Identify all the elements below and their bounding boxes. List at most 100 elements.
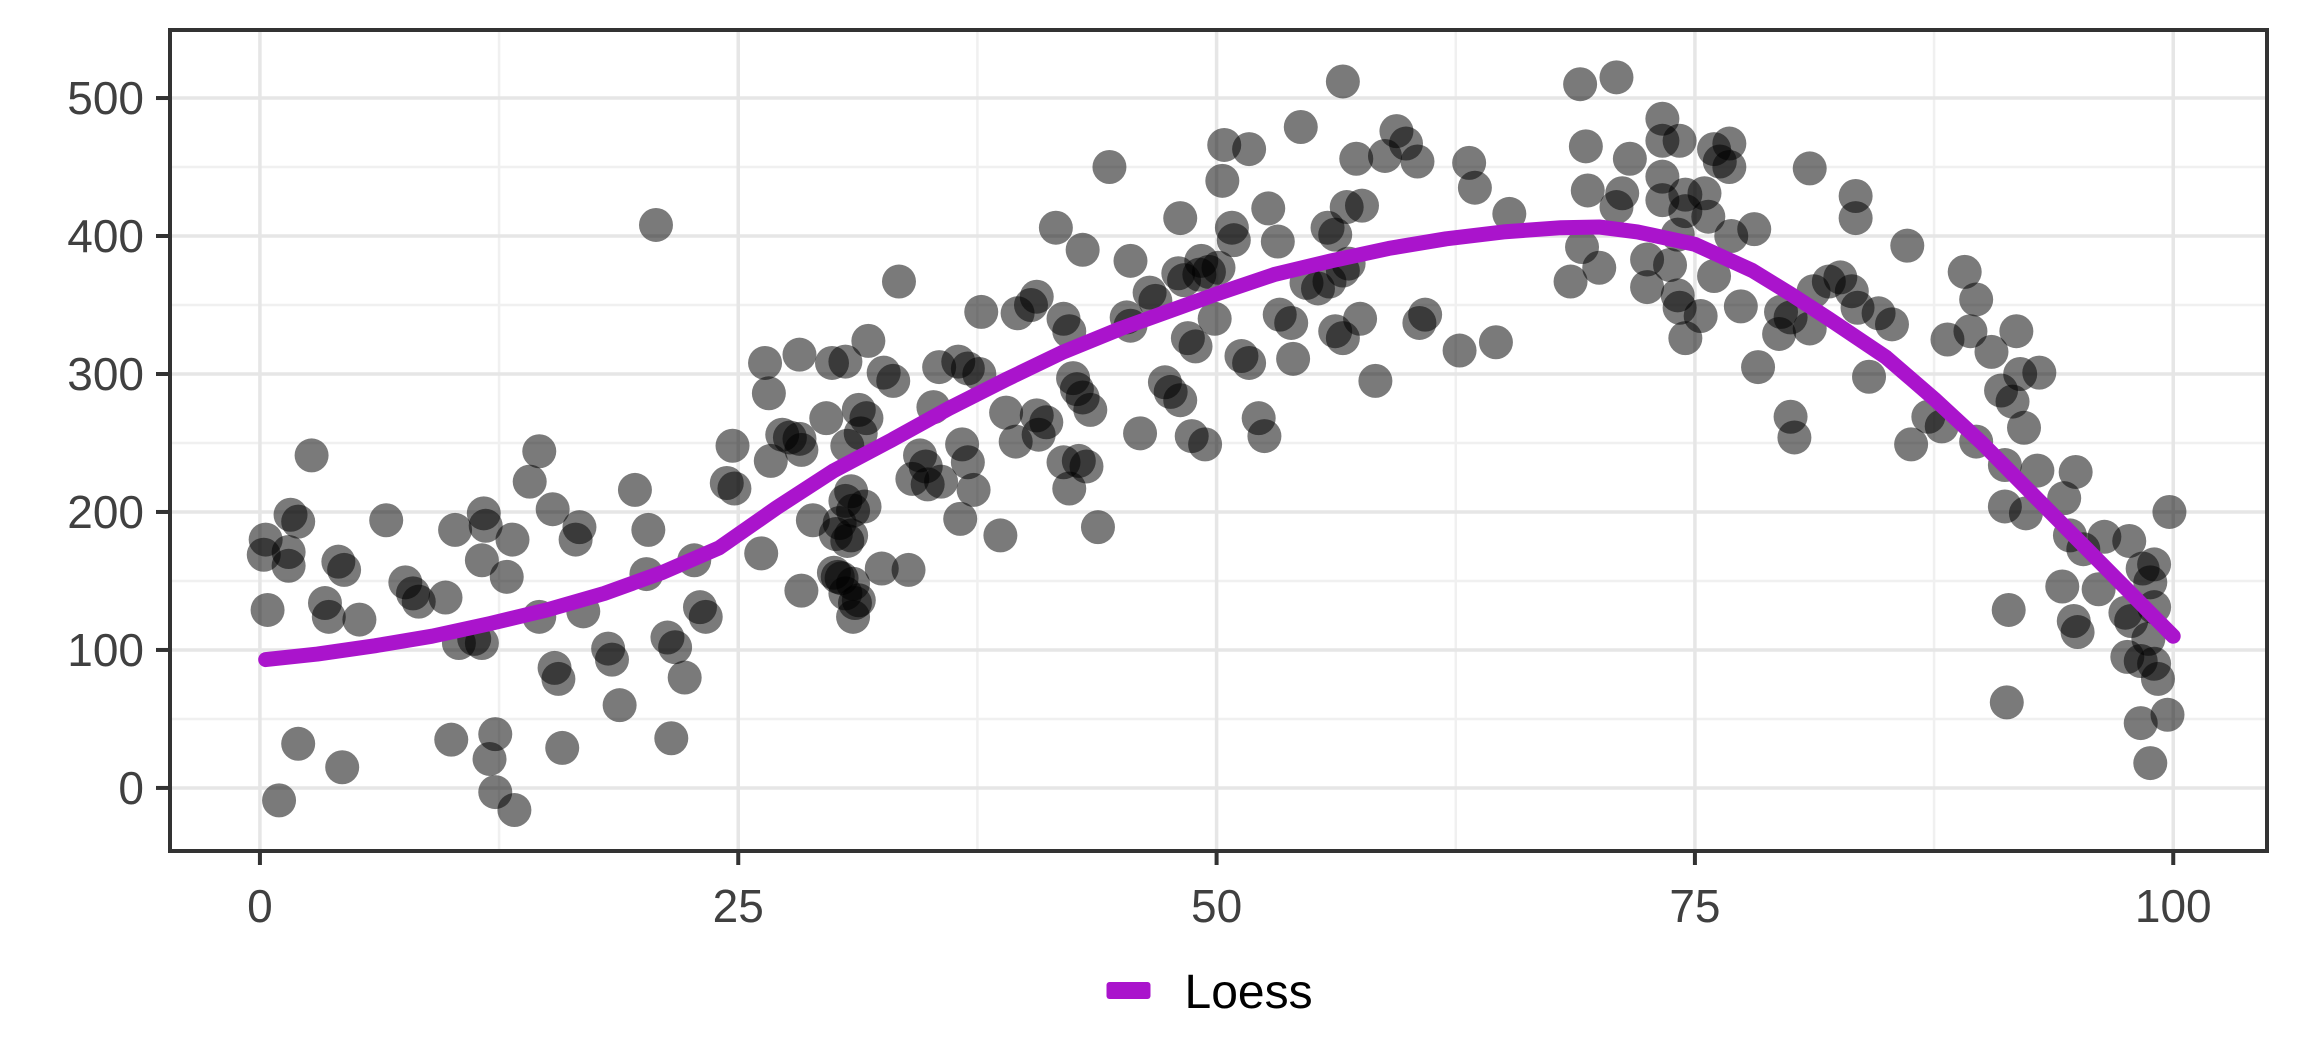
axes: 0 100 200 300 400 500 0 25 50 75 100 — [67, 72, 2211, 932]
scatter-point — [1065, 232, 1100, 267]
scatter-point — [658, 630, 693, 665]
scatter-point — [512, 464, 547, 499]
scatter-point — [1645, 159, 1680, 194]
scatter-point — [1953, 314, 1988, 349]
scatter-point — [748, 345, 783, 380]
legend: Loess — [1106, 966, 1313, 1019]
scatter-point — [836, 599, 871, 634]
scatter-point — [2152, 494, 2187, 529]
scatter-point — [1959, 282, 1994, 317]
x-axis-tick-label: 100 — [2135, 880, 2212, 932]
scatter-point — [294, 438, 329, 473]
scatter-point — [744, 536, 779, 571]
scatter-point — [983, 518, 1018, 553]
scatter-point — [1073, 392, 1108, 427]
scatter-point — [2112, 523, 2147, 558]
y-axis-tick-label: 0 — [118, 762, 144, 814]
scatter-point — [1408, 297, 1443, 332]
scatter-point — [782, 421, 817, 456]
scatter-point — [631, 512, 666, 547]
scatter-point — [497, 793, 532, 828]
scatter-point — [434, 722, 469, 757]
scatter-point — [1989, 685, 2024, 720]
scatter-point — [1570, 173, 1605, 208]
scatter-point — [1080, 510, 1115, 545]
scatter-point — [1178, 329, 1213, 364]
scatter-point — [617, 472, 652, 507]
scatter-point — [1599, 190, 1634, 225]
scatter-point — [558, 522, 593, 557]
scatter-point — [1612, 141, 1647, 176]
scatter-point — [753, 443, 788, 478]
scatter-point — [881, 264, 916, 299]
scatter-point — [784, 573, 819, 608]
scatter-point — [1251, 191, 1286, 226]
x-axis-tick-label: 25 — [713, 880, 764, 932]
scatter-point — [428, 580, 463, 615]
scatter-point — [1668, 321, 1703, 356]
scatter-point — [545, 730, 580, 765]
scatter-point — [815, 345, 850, 380]
scatter-point — [1232, 345, 1267, 380]
scatter-point — [369, 503, 404, 538]
scatter-point — [1478, 325, 1513, 360]
scatter-point — [1038, 210, 1073, 245]
scatter-point — [1712, 150, 1747, 185]
scatter-point — [438, 512, 473, 547]
scatter-point — [1582, 250, 1617, 285]
scatter-point — [271, 548, 306, 583]
scatter-point — [1457, 170, 1492, 205]
scatter-point — [1197, 301, 1232, 336]
scatter-point — [1184, 243, 1219, 278]
scatter-point — [1599, 60, 1634, 95]
scatter-point — [1995, 384, 2030, 419]
scatter-point — [1890, 228, 1925, 263]
scatter-point — [876, 363, 911, 398]
scatter-point — [472, 741, 507, 776]
scatter-point — [688, 599, 723, 634]
scatter-point — [2140, 661, 2175, 696]
scatter-point — [535, 492, 570, 527]
scatter-point — [1653, 247, 1688, 282]
scatter-point — [1205, 163, 1240, 198]
scatter-point — [1691, 199, 1726, 234]
scatter-point — [654, 721, 689, 756]
scatter-point — [2007, 410, 2042, 445]
scatter-point — [1762, 316, 1797, 351]
scatter-point — [1792, 151, 1827, 186]
scatter-point — [311, 599, 346, 634]
scatter-point — [489, 559, 524, 594]
scatter-point — [1630, 270, 1665, 305]
scatter-point — [1400, 144, 1435, 179]
scatter-point — [1163, 201, 1198, 236]
scatter-point — [1260, 224, 1295, 259]
scatter-point — [1021, 417, 1056, 452]
scatter-point — [1568, 129, 1603, 164]
y-axis-tick-label: 200 — [67, 486, 144, 538]
scatter-point — [1553, 264, 1588, 299]
scatter-point — [2020, 453, 2055, 488]
scatter-point — [1563, 67, 1598, 102]
scatter-point — [327, 552, 362, 587]
scatter-point — [1741, 350, 1776, 385]
x-axis-tick-label: 50 — [1191, 880, 1242, 932]
scatter-point — [638, 207, 673, 242]
scatter-point — [956, 472, 991, 507]
scatter-point — [262, 783, 297, 818]
scatter-point — [1492, 196, 1527, 231]
scatter-point — [281, 504, 316, 539]
scatter-point — [2047, 481, 2082, 516]
scatter-point — [2060, 615, 2095, 650]
scatter-point — [1113, 243, 1148, 278]
scatter-point — [2150, 697, 2185, 732]
scatter-point — [325, 750, 360, 785]
scatter-point — [250, 592, 285, 627]
scatter-point — [943, 501, 978, 536]
legend-label: Loess — [1185, 966, 1313, 1019]
scatter-point — [2123, 706, 2158, 741]
scatter-point — [1367, 138, 1402, 173]
scatter-point — [1852, 359, 1887, 394]
scatter-point — [1662, 123, 1697, 158]
scatter-point — [1697, 259, 1732, 294]
